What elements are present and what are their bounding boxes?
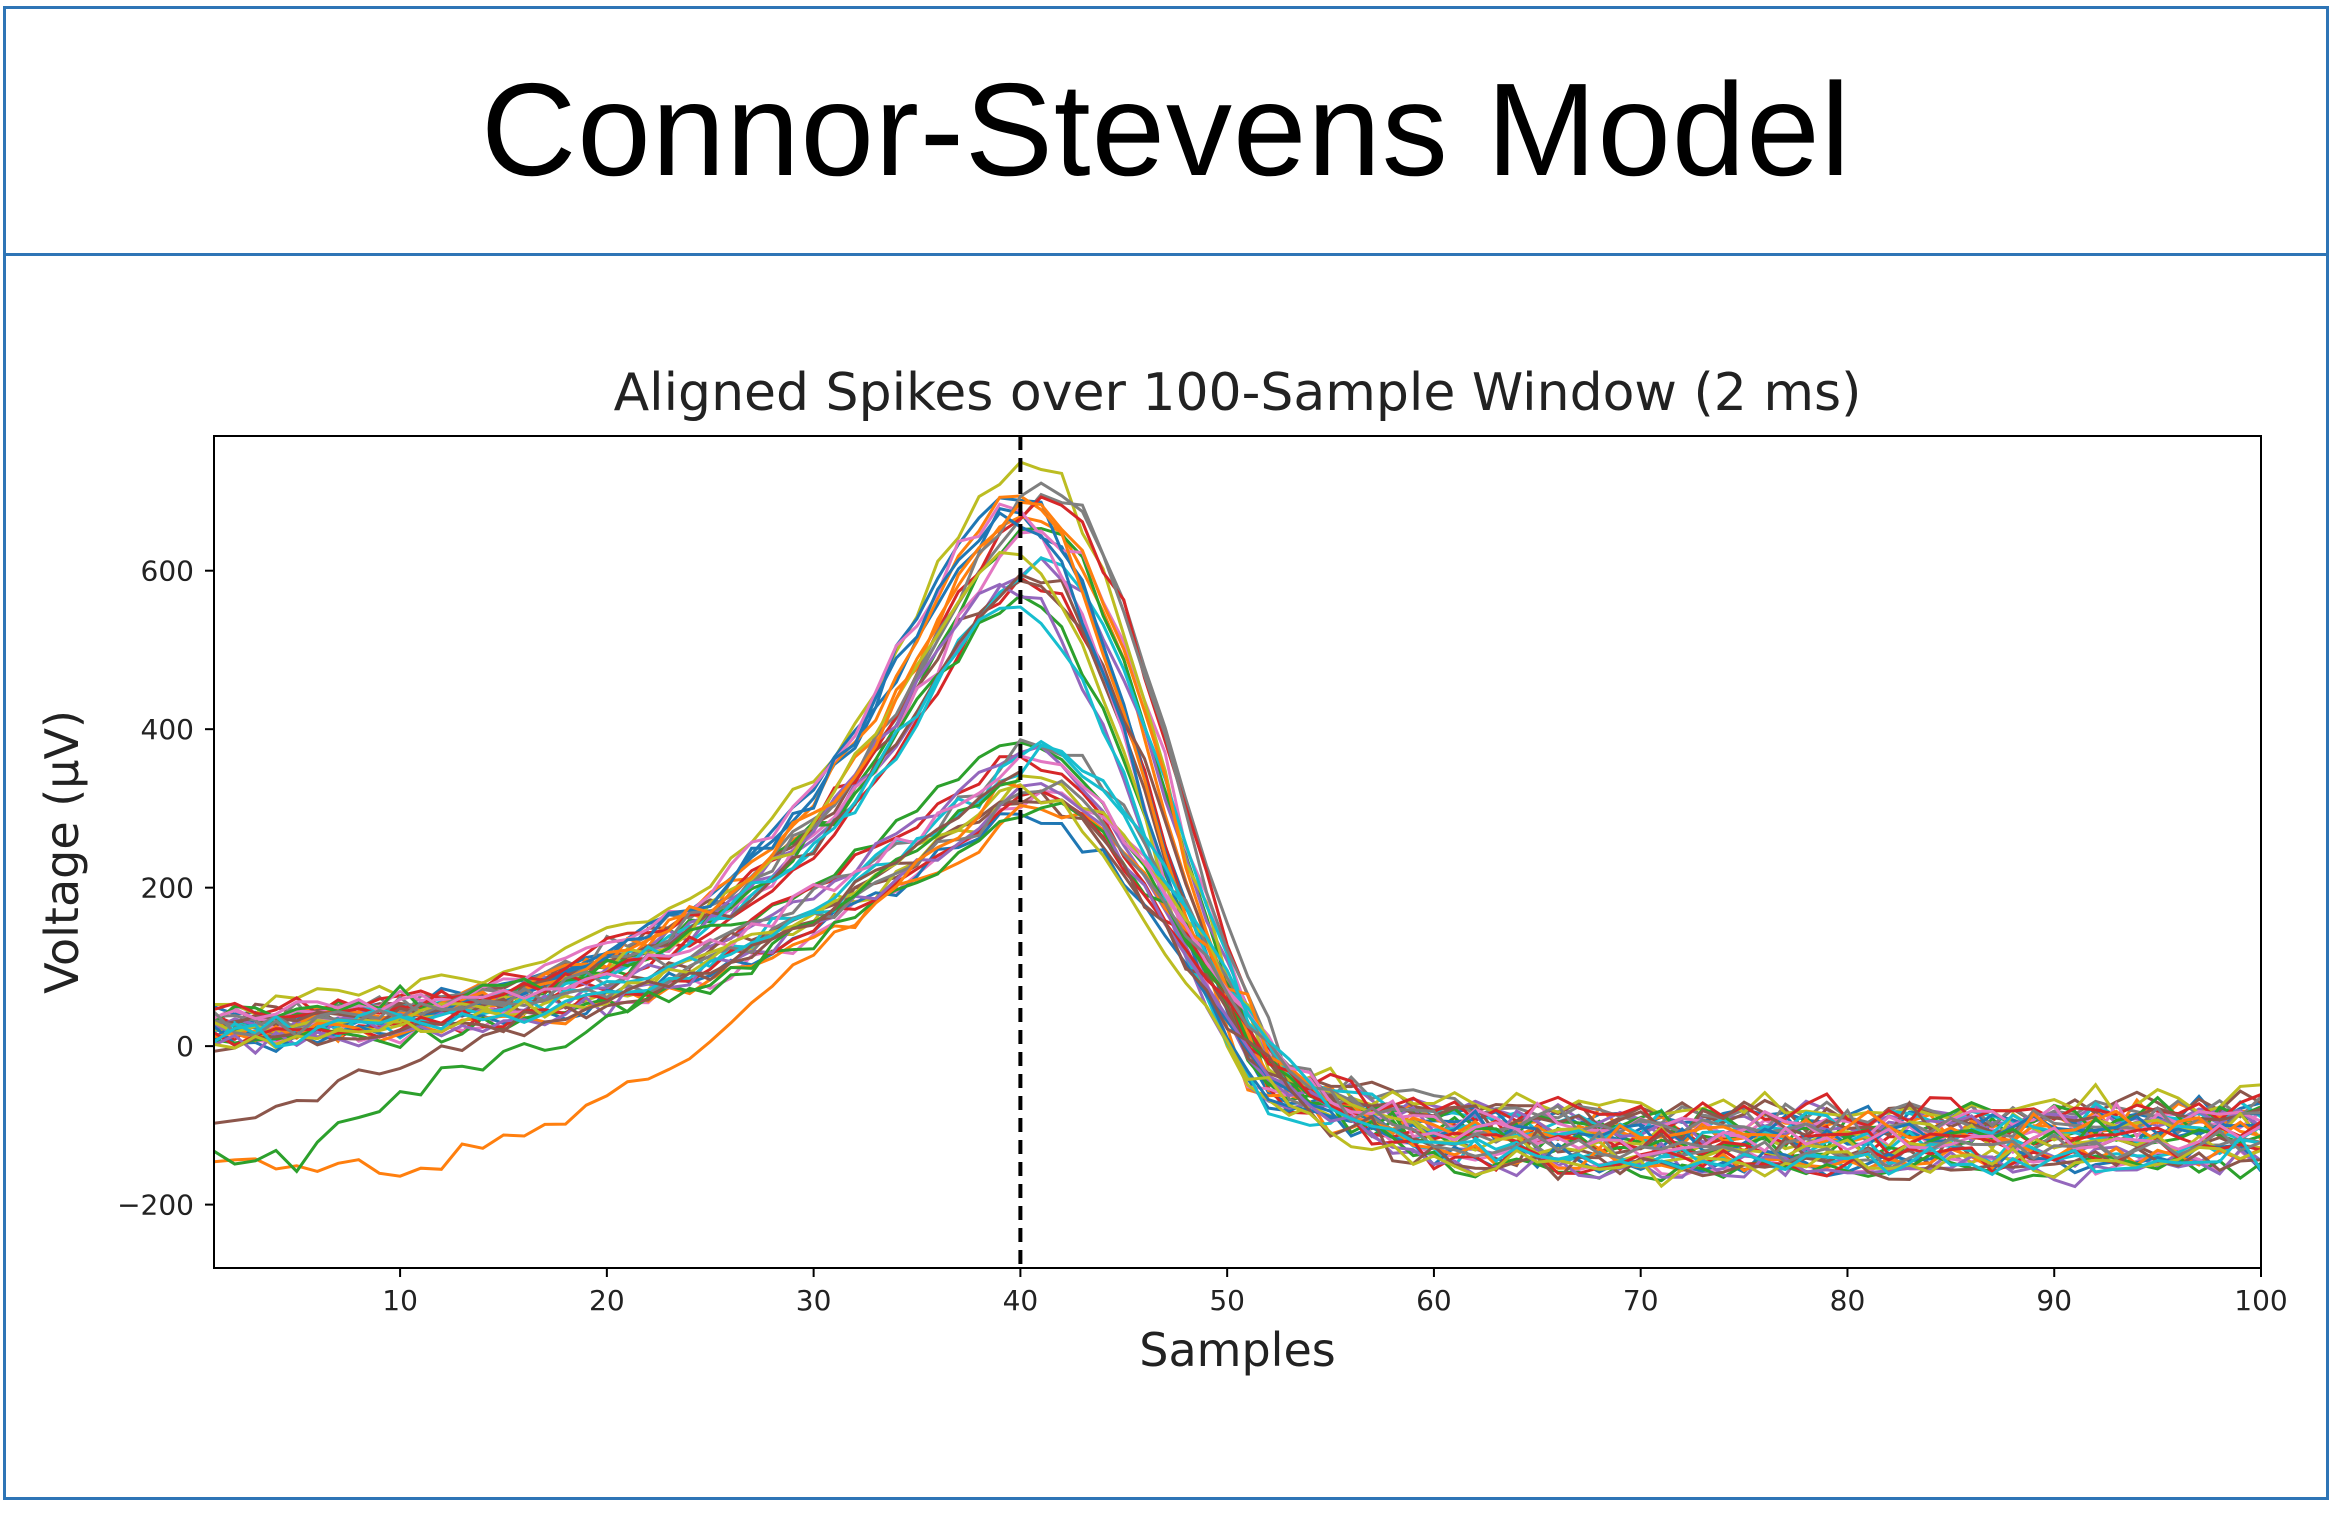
spike-trace-line: [214, 506, 2261, 1139]
y-axis-label: Voltage (μV): [35, 710, 89, 994]
plot-frame: [213, 435, 2262, 1269]
x-tick-label: 50: [1209, 1284, 1245, 1317]
header-bar: Connor-Stevens Model: [6, 9, 2326, 256]
spike-trace-line: [214, 579, 2261, 1134]
page-title: Connor-Stevens Model: [480, 55, 1852, 203]
spike-trace-line: [214, 755, 2261, 1165]
spike-trace-line: [214, 500, 2261, 1151]
spike-trace-line: [214, 556, 2261, 1140]
slide-frame: Connor-Stevens Model: [3, 6, 2329, 1500]
x-tick-label: 60: [1416, 1284, 1452, 1317]
x-axis-label: Samples: [1139, 1323, 1335, 1377]
spike-trace-line: [214, 739, 2261, 1172]
x-tick-label: 10: [382, 1284, 418, 1317]
outlier-trace-line: [214, 770, 1022, 1125]
spike-trace-line: [214, 783, 2261, 1189]
y-tick-label: 400: [141, 713, 194, 746]
y-tick-label: −200: [117, 1189, 194, 1222]
y-tick-label: 200: [141, 872, 194, 905]
y-tick-label: 600: [141, 555, 194, 588]
x-tick-label: 30: [796, 1284, 832, 1317]
x-tick-label: 20: [589, 1284, 625, 1317]
spike-trace-line: [214, 754, 2261, 1158]
spike-trace-line: [214, 575, 2261, 1162]
spike-trace-line: [214, 494, 2261, 1150]
outlier-trace-line: [214, 780, 1021, 1178]
spike-trace-line: [214, 743, 2261, 1177]
spike-trace-line: [214, 510, 2261, 1156]
chart-title: Aligned Spikes over 100-Sample Window (2…: [614, 363, 1862, 423]
x-tick-label: 90: [2036, 1284, 2072, 1317]
spike-trace-line: [214, 605, 2261, 1159]
spike-traces: [214, 460, 2261, 1189]
spike-trace-line: [214, 492, 2261, 1134]
x-tick-label: 70: [1623, 1284, 1659, 1317]
x-tick-label: 80: [1830, 1284, 1866, 1317]
x-tick-label: 100: [2234, 1284, 2287, 1317]
y-tick-label: 0: [176, 1030, 194, 1063]
x-tick-label: 40: [1003, 1284, 1039, 1317]
